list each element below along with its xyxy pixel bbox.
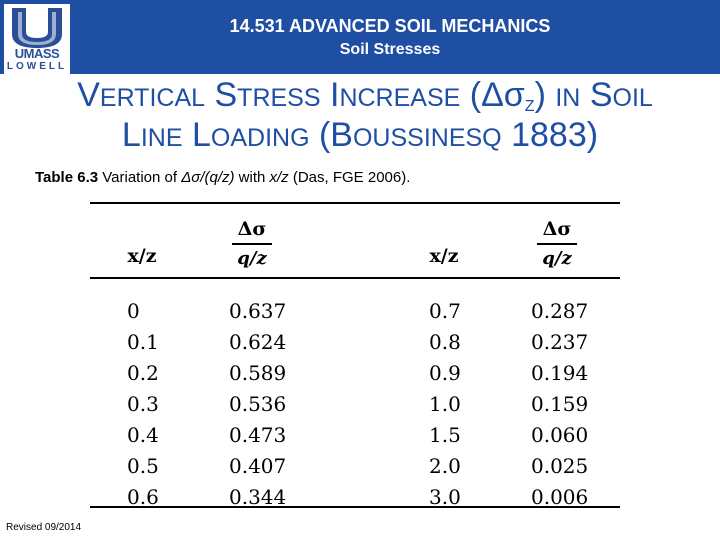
title-part: ) xyxy=(534,76,546,114)
course-title: 14.531 ADVANCED SOIL MECHANICS xyxy=(229,16,551,36)
ratio-numerator: Δσ xyxy=(542,218,572,240)
caption-variable: x/z xyxy=(269,169,289,186)
slide-title: VERTICAL STRESS INCREASE (ΔσZ) IN SOIL xyxy=(30,76,700,126)
table-cell: 0.6 xyxy=(127,485,159,509)
table-cell: 0.3 xyxy=(127,392,159,416)
title-part: OIL xyxy=(612,84,653,112)
title-part: ERTICAL xyxy=(99,84,206,112)
table-cell: 0.589 xyxy=(229,361,287,385)
table-cell: 0.5 xyxy=(127,454,159,478)
umass-u-icon xyxy=(12,8,62,48)
title-part: I xyxy=(329,76,340,114)
table-top-rule xyxy=(90,202,620,204)
revision-note: Revised 09/2014 xyxy=(6,522,82,533)
title-part: (Δσ xyxy=(469,76,525,114)
table-cell: 0.194 xyxy=(531,361,589,385)
table-cell: 0.9 xyxy=(429,361,461,385)
table-cell: 0.8 xyxy=(429,330,461,354)
table-cell: 0.060 xyxy=(531,423,589,447)
table-cell: 0.407 xyxy=(229,454,287,478)
column-header-x-left: x/z xyxy=(127,245,157,267)
title-part: S xyxy=(214,76,238,114)
umass-lowell-logo: UMASS LOWELL xyxy=(4,4,70,74)
subtitle-part: OUSSINESQ xyxy=(352,124,502,152)
fraction-bar xyxy=(232,243,272,245)
caption-label: Table 6.3 xyxy=(35,169,99,186)
table-cell: 0.637 xyxy=(229,299,287,323)
subtitle-part: INE xyxy=(140,124,183,152)
caption-text: (Das, FGE 2006). xyxy=(288,169,411,186)
table-cell: 0.287 xyxy=(531,299,589,323)
table-cell: 0.344 xyxy=(229,485,287,509)
table-cell: 3.0 xyxy=(429,485,461,509)
table-cell: 0.2 xyxy=(127,361,159,385)
logo-text: UMASS xyxy=(14,46,60,61)
subtitle-part: 1883) xyxy=(511,116,599,154)
column-header-ratio-left: Δσ q/z xyxy=(222,218,282,269)
table-cell: 0.536 xyxy=(229,392,287,416)
column-header-ratio-right: Δσ q/z xyxy=(527,218,587,269)
table-cell: 0.4 xyxy=(127,423,159,447)
table-cell: 0.1 xyxy=(127,330,159,354)
title-part: NCREASE xyxy=(339,84,461,112)
column-x-right: 0.7 0.8 0.9 1.0 1.5 2.0 3.0 xyxy=(429,299,461,516)
column-ratio-left: 0.637 0.624 0.589 0.536 0.473 0.407 0.34… xyxy=(229,299,286,516)
table-cell: 0.624 xyxy=(229,330,287,354)
caption-expression: Δσ/(q/z) xyxy=(181,169,235,186)
table-cell: 0.237 xyxy=(531,330,589,354)
caption-text: Variation of xyxy=(98,169,182,186)
header-bar: UMASS LOWELL 14.531 ADVANCED SOIL MECHAN… xyxy=(0,0,720,74)
column-header-x-right: x/z xyxy=(429,245,459,267)
table-cell: 0.7 xyxy=(429,299,461,323)
slide-subtitle: LINE LOADING (BOUSSINESQ 1883) xyxy=(30,115,690,158)
table-cell: 0.025 xyxy=(531,454,589,478)
table-cell: 2.0 xyxy=(429,454,461,478)
table-cell: 0.159 xyxy=(531,392,589,416)
ratio-denominator: q/z xyxy=(542,247,572,269)
title-part: S xyxy=(589,76,613,114)
table-bottom-rule xyxy=(90,506,620,508)
table-cell: 0.006 xyxy=(531,485,589,509)
subtitle-part: (B xyxy=(318,116,353,154)
caption-text: with xyxy=(234,169,270,186)
column-ratio-right: 0.287 0.237 0.194 0.159 0.060 0.025 0.00… xyxy=(531,299,588,516)
table-cell: 0 xyxy=(127,299,140,323)
table-cell: 1.5 xyxy=(429,423,461,447)
subtitle-part: OADING xyxy=(210,124,310,152)
fraction-bar xyxy=(537,243,577,245)
title-part: V xyxy=(77,76,100,114)
table-cell: 1.0 xyxy=(429,392,461,416)
ratio-denominator: q/z xyxy=(237,247,267,269)
table-cell: 0.473 xyxy=(229,423,287,447)
column-x-left: 0 0.1 0.2 0.3 0.4 0.5 0.6 xyxy=(127,299,159,516)
title-part: IN xyxy=(555,84,581,112)
table-header-rule xyxy=(90,277,620,279)
course-subtitle: Soil Stresses xyxy=(339,41,441,58)
title-subscript: Z xyxy=(524,98,535,115)
title-part: TRESS xyxy=(237,84,321,112)
ratio-numerator: Δσ xyxy=(237,218,267,240)
logo-subtext: LOWELL xyxy=(6,61,68,72)
table-caption: Table 6.3 Variation of Δσ/(q/z) with x/z… xyxy=(35,169,410,187)
subtitle-part: L xyxy=(191,116,211,154)
subtitle-part: L xyxy=(121,116,141,154)
